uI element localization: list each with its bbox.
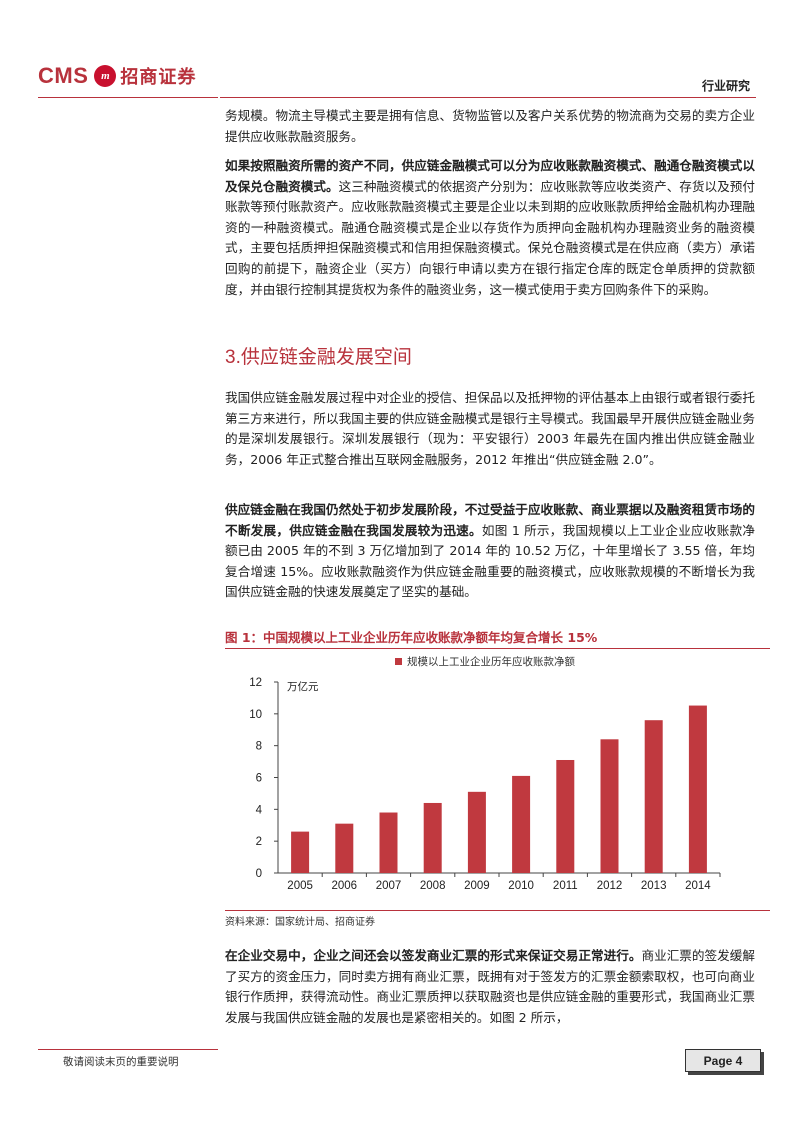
logo-cms-text: CMS: [38, 63, 89, 88]
page-number: Page 4: [685, 1049, 761, 1072]
legend-swatch: [395, 658, 402, 665]
bar: [644, 720, 663, 873]
cms-logo: CMS m 招商证券: [38, 62, 196, 90]
bar: [335, 823, 354, 873]
y-tick-label: 0: [256, 868, 262, 880]
y-tick-label: 10: [249, 709, 262, 721]
header-category: 行业研究: [701, 79, 750, 93]
x-tick-label: 2005: [287, 880, 313, 892]
bar: [291, 831, 310, 873]
x-tick-label: 2011: [553, 880, 578, 892]
x-tick-label: 2013: [641, 880, 667, 892]
bar: [556, 759, 575, 873]
x-tick-label: 2010: [508, 880, 534, 892]
header-divider-left: [38, 97, 218, 98]
paragraph-5-lead: 在企业交易中，企业之间还会以签发商业汇票的形式来保证交易正常进行。: [225, 948, 642, 963]
paragraph-4: 供应链金融在我国仍然处于初步发展阶段，不过受益于应收账款、商业票据以及融资租赁市…: [225, 500, 755, 603]
legend-label: 规模以上工业企业历年应收账款净额: [407, 655, 575, 668]
paragraph-2-lead: 如果按照融资所需的资产不同，供应链金融模式可以分为应收账款融资模式、融通仓融资模…: [225, 158, 755, 194]
bar: [467, 791, 486, 873]
logo-mark-icon: m: [94, 65, 117, 87]
paragraph-5-text: 商业汇票的签发缓解了买方的资金压力，同时卖方拥有商业汇票，既拥有对于签发方的汇票…: [225, 948, 756, 1025]
x-tick-label: 2007: [376, 880, 402, 892]
paragraph-1: 务规模。物流主导模式主要是拥有信息、货物监管以及客户关系优势的物流商为交易的卖方…: [225, 108, 755, 144]
figure-source: 资料来源：国家统计局、招商证券: [225, 917, 375, 928]
paragraph-3: 我国供应链金融发展过程中对企业的授信、担保品以及抵押物的评估基本上由银行或者银行…: [225, 390, 755, 467]
logo-company-name: 招商证券: [120, 67, 197, 88]
bar: [600, 739, 619, 873]
header-divider: [220, 97, 756, 98]
paragraph-2-text: 这三种融资模式的依据资产分别为：应收账款等应收类资产、存货以及预付账款等预付账款…: [225, 178, 756, 297]
section-title: 3.供应链金融发展空间: [225, 347, 412, 368]
bar: [379, 812, 398, 873]
paragraph-4-text: 如图 1 所示，我国规模以上工业企业应收账款净额已由 2005 年的不到 3 万…: [225, 522, 756, 600]
y-tick-label: 6: [256, 773, 262, 785]
y-tick-label: 2: [256, 836, 262, 848]
bar: [688, 705, 707, 873]
x-tick-label: 2006: [332, 880, 358, 892]
y-tick-label: 12: [249, 677, 262, 689]
y-unit-label: 万亿元: [287, 680, 319, 693]
figure-top-rule: [225, 648, 770, 649]
x-tick-label: 2008: [420, 880, 446, 892]
figure-bottom-rule: [225, 910, 770, 911]
x-tick-label: 2009: [464, 880, 490, 892]
figure-title: 图 1：中国规模以上工业企业历年应收账款净额年均复合增长 15%: [225, 630, 598, 645]
x-tick-label: 2014: [685, 880, 711, 892]
bar: [512, 775, 531, 873]
paragraph-4-lead: 供应链金融在我国仍然处于初步发展阶段，不过受益于应收账款、商业票据以及融资租赁市…: [225, 502, 755, 538]
footer-note: 敬请阅读末页的重要说明: [63, 1056, 179, 1068]
footer-divider: [38, 1049, 218, 1050]
paragraph-2: 如果按照融资所需的资产不同，供应链金融模式可以分为应收账款融资模式、融通仓融资模…: [225, 156, 755, 300]
bar: [423, 802, 442, 873]
y-tick-label: 8: [256, 741, 262, 753]
paragraph-5: 在企业交易中，企业之间还会以签发商业汇票的形式来保证交易正常进行。商业汇票的签发…: [225, 946, 755, 1028]
x-tick-label: 2012: [597, 880, 623, 892]
y-tick-label: 4: [256, 804, 263, 816]
